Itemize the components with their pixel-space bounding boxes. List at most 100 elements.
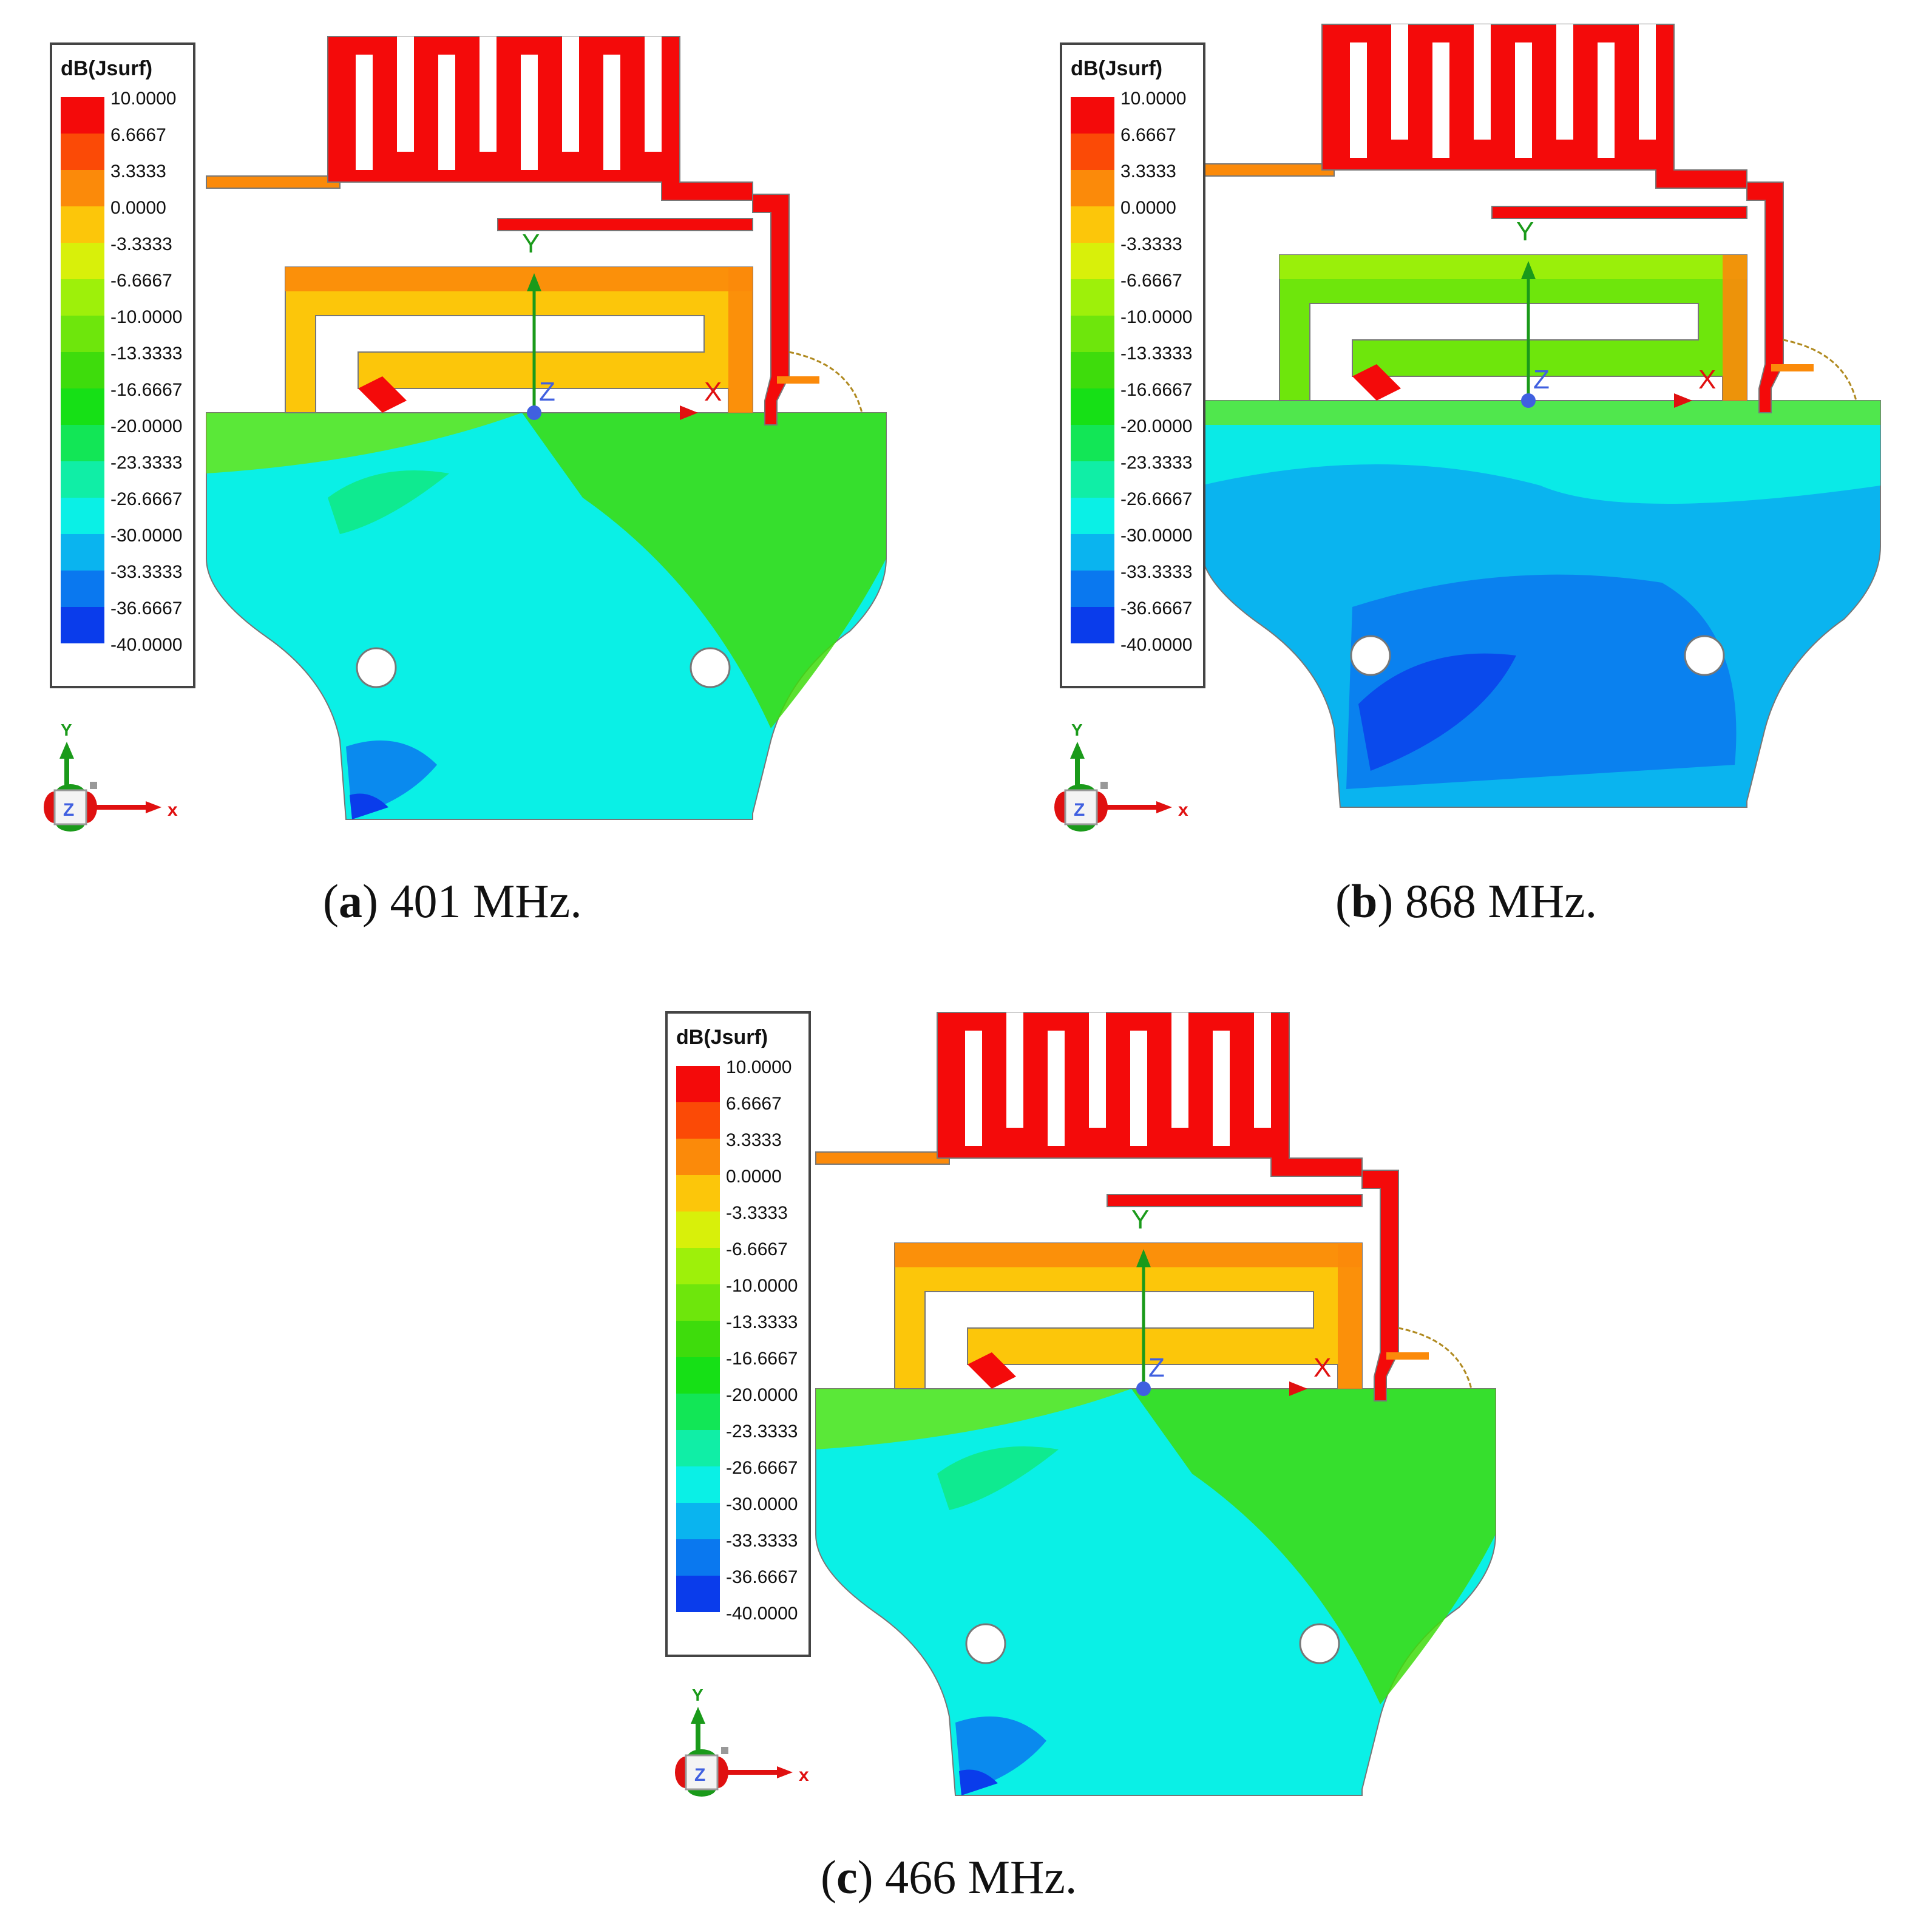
legend-swatch bbox=[1071, 498, 1114, 534]
stub-right bbox=[497, 218, 753, 231]
loop-top-edge bbox=[1280, 255, 1747, 279]
triad-cube bbox=[685, 1754, 719, 1791]
feed-line bbox=[1361, 1170, 1399, 1401]
legend-title: dB(Jsurf) bbox=[676, 1026, 768, 1049]
triad-x-arrow bbox=[1156, 801, 1172, 813]
meander-gap bbox=[645, 36, 662, 152]
stub-left bbox=[206, 175, 341, 189]
triad-x-label: x bbox=[168, 800, 178, 820]
caption-b: (b) 868 MHz. bbox=[1335, 875, 1598, 927]
triad-handle bbox=[1100, 782, 1108, 789]
field-region-deep-blue bbox=[1358, 653, 1516, 771]
axis-y-arrow bbox=[1521, 261, 1536, 279]
legend-label: -36.6667 bbox=[1120, 598, 1192, 618]
legend-swatch bbox=[61, 316, 104, 352]
axis-x-label: X bbox=[1313, 1353, 1331, 1383]
legend-label: 6.6667 bbox=[110, 125, 166, 145]
legend-label: 3.3333 bbox=[726, 1130, 782, 1150]
legend-swatch bbox=[1071, 97, 1114, 134]
caption-b-text: 868 MHz. bbox=[1393, 875, 1598, 927]
stub-right bbox=[1107, 1194, 1363, 1207]
legend-swatch bbox=[676, 1430, 720, 1466]
legend-swatch bbox=[1071, 461, 1114, 498]
mounting-hole bbox=[965, 1623, 1006, 1664]
axis-y-arrow bbox=[527, 273, 541, 291]
feed-line bbox=[752, 194, 790, 425]
loop-top-edge bbox=[895, 1243, 1362, 1267]
legend-swatch bbox=[676, 1139, 720, 1175]
feed-arc bbox=[1783, 339, 1857, 401]
axis-x-label: X bbox=[1698, 365, 1716, 395]
legend-swatch bbox=[61, 425, 104, 461]
legend-label: -26.6667 bbox=[726, 1458, 798, 1478]
meander-gap bbox=[1515, 42, 1532, 158]
legend-label: -13.3333 bbox=[1120, 344, 1192, 364]
field-region-mid bbox=[328, 470, 449, 534]
meander-gap bbox=[1089, 1012, 1106, 1128]
legend-label: -33.3333 bbox=[110, 562, 182, 582]
legend-swatch bbox=[676, 1175, 720, 1211]
loop-top-edge bbox=[285, 267, 753, 291]
legend-label: -6.6667 bbox=[1120, 271, 1182, 291]
legend-swatch bbox=[676, 1321, 720, 1357]
triad-y-label: Y bbox=[61, 720, 72, 739]
legend-label: -26.6667 bbox=[110, 489, 182, 509]
meander-gap bbox=[521, 55, 538, 170]
panel-b-figure: Y X ZdB(Jsurf) 10.0000 6.6667 3.3333 0.0000 -3.… bbox=[1054, 24, 1881, 832]
meander-gap bbox=[1254, 1012, 1271, 1128]
meander-gap bbox=[965, 1031, 982, 1146]
antenna-structure: Y X Z bbox=[206, 36, 887, 820]
legend-label: -23.3333 bbox=[110, 453, 182, 473]
board-axes: Y X Z bbox=[522, 229, 722, 420]
field-band-upper bbox=[1201, 401, 1880, 504]
meander-gap bbox=[480, 36, 497, 152]
legend: dB(Jsurf) 10.0000 6.6667 3.3333 0.0000 -3.333… bbox=[665, 1011, 811, 1657]
legend-swatch bbox=[1071, 170, 1114, 206]
caption-a-letter: a bbox=[338, 875, 362, 927]
axis-x-arrow bbox=[1289, 1381, 1307, 1396]
legend-label: -3.3333 bbox=[726, 1203, 788, 1223]
meander-gap bbox=[1130, 1031, 1147, 1146]
legend-label: -10.0000 bbox=[110, 307, 182, 327]
legend-label: 6.6667 bbox=[726, 1094, 782, 1114]
legend-swatch bbox=[1071, 206, 1114, 243]
field-edge-green bbox=[1201, 401, 1880, 425]
legend-label: -33.3333 bbox=[1120, 562, 1192, 582]
legend-swatch bbox=[61, 243, 104, 279]
mounting-hole bbox=[1684, 635, 1725, 676]
legend-swatch bbox=[676, 1248, 720, 1284]
legend-swatch bbox=[1071, 279, 1114, 316]
triad-x-arrow bbox=[146, 801, 161, 813]
caption-c-letter: c bbox=[836, 1851, 858, 1903]
feed-line bbox=[1746, 181, 1784, 413]
triad-handle bbox=[90, 782, 97, 789]
meander-gap bbox=[1048, 1031, 1065, 1146]
legend-label: -23.3333 bbox=[1120, 453, 1192, 473]
legend-swatch bbox=[61, 97, 104, 134]
mounting-hole bbox=[690, 647, 731, 688]
legend-label: -16.6667 bbox=[110, 380, 182, 400]
legend-label: -20.0000 bbox=[726, 1385, 798, 1405]
triad-y-label: Y bbox=[1071, 720, 1083, 739]
legend-title: dB(Jsurf) bbox=[61, 57, 152, 80]
triad-z-label: Z bbox=[1074, 800, 1085, 820]
legend-label: -13.3333 bbox=[726, 1312, 798, 1332]
legend-label: -13.3333 bbox=[110, 344, 182, 364]
axis-origin bbox=[527, 405, 541, 420]
mounting-hole bbox=[356, 647, 397, 688]
legend-swatch bbox=[676, 1357, 720, 1394]
stub-left bbox=[1200, 163, 1335, 177]
meander-gap bbox=[1171, 1012, 1188, 1128]
legend-label: -16.6667 bbox=[726, 1349, 798, 1369]
legend-label: 6.6667 bbox=[1120, 125, 1176, 145]
legend-swatch bbox=[61, 498, 104, 534]
panel-c-figure: Y X ZdB(Jsurf) 10.0000 6.6667 3.3333 0.0000 -3.… bbox=[665, 1011, 1496, 1797]
triad-cube bbox=[1064, 789, 1098, 825]
legend-label: -36.6667 bbox=[726, 1567, 798, 1587]
legend-swatch bbox=[61, 134, 104, 170]
feed-arc bbox=[788, 351, 863, 413]
stub-left bbox=[815, 1151, 950, 1165]
meander-gap bbox=[562, 36, 579, 152]
legend-swatch bbox=[61, 170, 104, 206]
